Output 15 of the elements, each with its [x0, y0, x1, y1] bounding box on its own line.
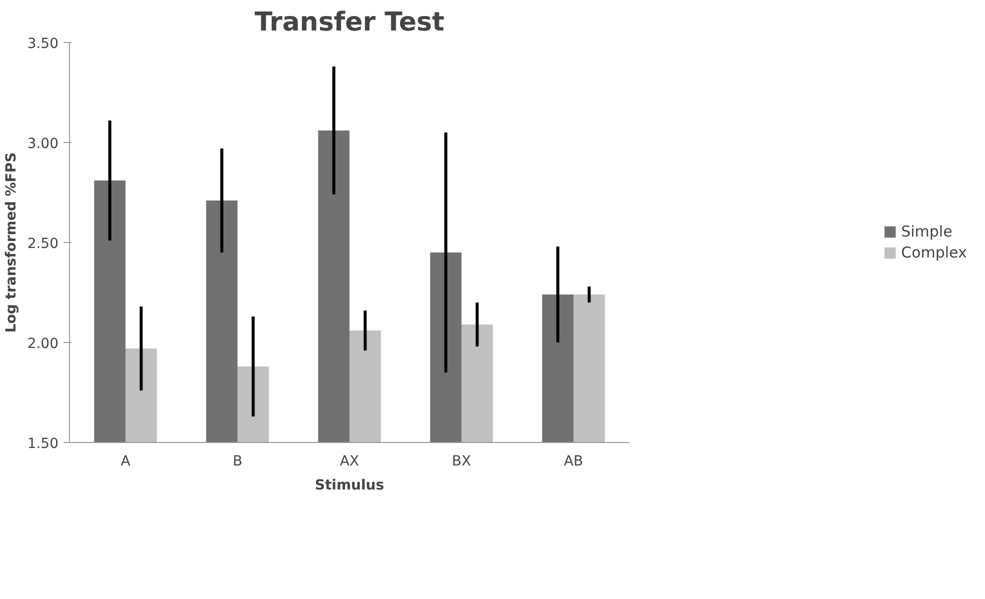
y-axis-title: Log transformed %FPS — [3, 152, 20, 333]
y-tick-label: 1.50 — [27, 436, 58, 452]
legend-label: Simple — [901, 222, 952, 240]
y-tick-label: 2.50 — [27, 236, 58, 252]
x-tick-label: A — [120, 454, 131, 470]
y-tick-label: 2.00 — [27, 336, 58, 352]
x-axis-title: Stimulus — [314, 478, 384, 494]
x-tick-label: AX — [340, 454, 360, 470]
y-tick-label: 3.00 — [27, 136, 58, 152]
x-tick-label: B — [232, 454, 242, 470]
legend-label: Complex — [901, 244, 967, 262]
x-tick-label: AB — [564, 454, 584, 470]
chart-title: Transfer Test — [254, 8, 444, 38]
x-tick-label: BX — [452, 454, 472, 470]
y-tick-label: 3.50 — [27, 36, 58, 52]
